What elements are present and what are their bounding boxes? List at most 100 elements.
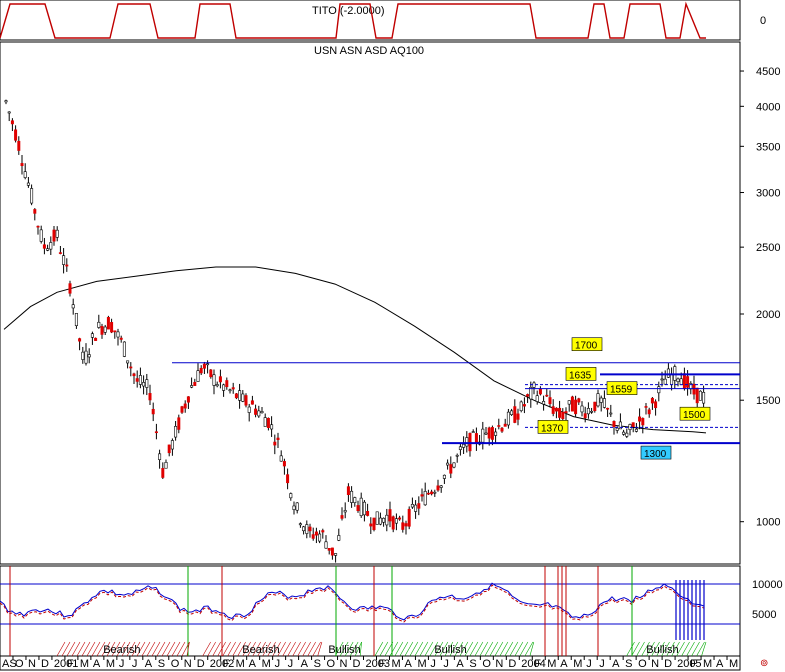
candle-body — [410, 504, 414, 508]
regime-hatch — [449, 641, 459, 657]
regime-hatch — [444, 641, 454, 657]
x-tick-label: M — [729, 658, 738, 670]
candle-body — [529, 386, 533, 400]
regime-hatch — [121, 641, 131, 657]
candle-body — [484, 432, 488, 435]
candle-body — [388, 509, 392, 522]
date-axis-frame — [0, 655, 741, 671]
candle-body — [458, 446, 462, 450]
price-axis: 4500 4000 3500 3000 2500 2000 1500 1000 — [740, 66, 780, 529]
candle — [148, 384, 152, 406]
candle-body — [602, 398, 606, 408]
x-tick-label: J — [443, 658, 449, 670]
candle-body — [327, 548, 331, 551]
x-tick-label: D — [41, 658, 49, 670]
candle-body — [404, 523, 408, 527]
candle — [545, 389, 549, 397]
regime-hatch — [374, 641, 384, 657]
candle-body — [398, 517, 402, 520]
x-tick-label: A — [560, 658, 568, 670]
candle-body — [302, 526, 306, 532]
candle-body — [615, 427, 619, 431]
regime-hatch — [71, 641, 81, 657]
candle — [273, 434, 277, 455]
regime-hatch — [101, 641, 111, 657]
x-tick-label: F — [223, 658, 230, 670]
candle-body — [295, 502, 299, 511]
candle-body — [391, 516, 395, 530]
x-tick-label: A — [612, 658, 620, 670]
regime-hatch — [136, 641, 146, 657]
regime-hatch — [691, 641, 700, 657]
candle-body — [100, 326, 104, 335]
candle — [7, 111, 11, 122]
regime-hatch — [389, 641, 399, 657]
candle-body — [666, 368, 670, 378]
candle — [558, 400, 562, 422]
candle — [97, 314, 101, 329]
regime-hatch — [334, 641, 344, 657]
regime-hatch — [469, 641, 479, 657]
x-tick-label: O — [171, 658, 180, 670]
candle-body — [183, 403, 187, 409]
candle-body — [449, 464, 453, 474]
candle-body — [84, 350, 88, 364]
candle-body — [650, 397, 654, 404]
candle — [196, 363, 200, 382]
candle-body — [366, 510, 370, 516]
candle — [62, 248, 66, 274]
candle — [321, 528, 325, 539]
candle — [404, 520, 408, 535]
candle-body — [119, 337, 123, 340]
candle — [583, 406, 587, 423]
candle — [10, 118, 14, 132]
regime-hatch — [282, 641, 291, 657]
candle — [574, 395, 578, 417]
candle — [625, 428, 629, 439]
candle — [513, 399, 517, 424]
candle — [362, 500, 366, 522]
regime-hatch — [96, 641, 106, 657]
candle-body — [442, 474, 446, 479]
x-tick-label: O — [327, 658, 336, 670]
candle-body — [439, 485, 443, 488]
candle-body — [567, 400, 571, 405]
candle — [647, 407, 651, 418]
candle — [382, 517, 386, 527]
x-tick-label: 2002 — [210, 658, 234, 670]
candle-body — [487, 427, 491, 439]
candle-body — [311, 534, 315, 539]
candle — [23, 163, 27, 180]
regime-hatch — [237, 641, 246, 657]
x-tick-label: O — [15, 658, 24, 670]
candle — [612, 420, 616, 435]
x-tick-label: A — [716, 658, 724, 670]
regime-hatch — [317, 641, 323, 657]
candle-body — [462, 444, 466, 448]
candle-body — [618, 421, 622, 430]
candle-body — [282, 461, 286, 467]
candle-body — [423, 491, 427, 506]
x-tick-label: J — [430, 658, 436, 670]
candle-body — [292, 505, 296, 510]
candle — [350, 486, 354, 508]
candle-body — [58, 252, 62, 254]
candle — [561, 408, 565, 421]
indicator-tick: 0 — [760, 15, 766, 27]
x-tick-label: 2005 — [677, 658, 701, 670]
candle — [346, 483, 350, 502]
regime-hatch — [116, 641, 126, 657]
info-icon[interactable]: ⊚ — [760, 658, 768, 669]
candle-body — [330, 547, 334, 556]
moving-average-layer — [3, 266, 707, 434]
candle — [702, 385, 706, 410]
regime-hatch — [464, 641, 474, 657]
candle — [292, 501, 296, 515]
candle — [372, 517, 376, 532]
regime-hatch — [297, 641, 306, 657]
candle-body — [686, 376, 690, 388]
candle — [698, 390, 702, 401]
x-tick-label: M — [391, 658, 400, 670]
